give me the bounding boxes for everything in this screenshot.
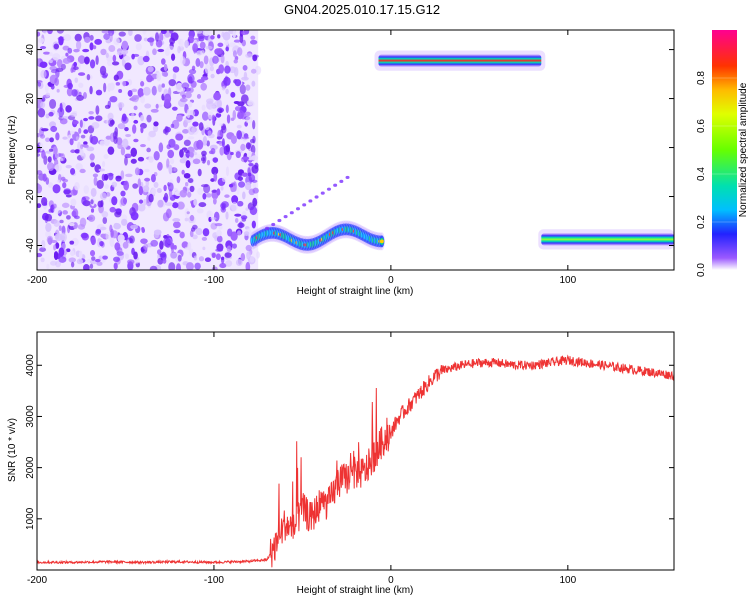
snr-y-tick-label: 2000 (25, 456, 36, 479)
heatmap-lower-band (538, 229, 674, 250)
heatmap-y-tick-label: -20 (25, 189, 36, 204)
colorbar-ticks: 0.0 0.2 0.4 0.6 0.8 (696, 71, 737, 277)
heatmap-x-tick-label: 100 (559, 275, 576, 286)
heatmap-content (37, 30, 674, 270)
heatmap-x-tick-label: 0 (388, 275, 394, 286)
colorbar-tick-label: 0.4 (696, 167, 707, 181)
figure-title: GN04.2025.010.17.15.G12 (284, 2, 440, 17)
snr-y-label: SNR (10 * v/v) (7, 418, 18, 482)
heatmap-noise-region (37, 30, 262, 270)
heatmap-y-tick-label: 0 (25, 144, 36, 150)
colorbar: 0.0 0.2 0.4 0.6 0.8 Normalized spectral ampl… (696, 30, 749, 277)
snr-y-tick-label: 4000 (25, 354, 36, 377)
heatmap-upper-band (374, 50, 546, 71)
heatmap-wavy-band (249, 175, 385, 254)
colorbar-scale (712, 30, 737, 270)
snr-x-axis: -200 -100 0 100 (27, 332, 577, 586)
heatmap-y-tick-label: 40 (25, 44, 36, 56)
snr-panel: -200 -100 0 100 1000 2000 3000 4000 Height of … (7, 331, 675, 596)
colorbar-tick-label: 0.8 (696, 71, 707, 85)
snr-x-label: Height of straight line (km) (297, 585, 414, 596)
heatmap-x-tick-label: -200 (27, 275, 47, 286)
snr-y-tick-label: 3000 (25, 405, 36, 428)
heatmap-y-tick-label: 20 (25, 93, 36, 105)
snr-x-tick-label: -100 (204, 575, 224, 586)
snr-y-axis: 1000 2000 3000 4000 (25, 354, 674, 530)
heatmap-x-label: Height of straight line (km) (297, 286, 414, 297)
heatmap-frame (36, 29, 675, 271)
heatmap-y-tick-label: -40 (25, 238, 36, 253)
snr-frame (36, 331, 675, 571)
heatmap-x-axis: -200 -100 0 100 (27, 30, 577, 286)
snr-x-tick-label: 100 (559, 575, 576, 586)
snr-x-tick-label: -200 (27, 575, 47, 586)
snr-series-line (37, 354, 674, 568)
snr-y-tick-label: 1000 (25, 507, 36, 530)
heatmap-y-label: Frequency (Hz) (7, 116, 18, 185)
snr-x-tick-label: 0 (388, 575, 394, 586)
colorbar-tick-label: 0.2 (696, 215, 707, 229)
colorbar-tick-label: 0.6 (696, 119, 707, 133)
colorbar-tick-label: 0.0 (696, 263, 707, 277)
colorbar-label: Normalized spectral amplitude (738, 82, 749, 217)
heatmap-y-axis: -40 -20 0 20 40 (25, 44, 674, 253)
heatmap-x-tick-label: -100 (204, 275, 224, 286)
